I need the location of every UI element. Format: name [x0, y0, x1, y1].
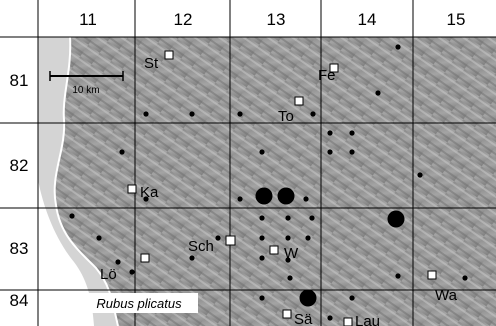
- record-dot: [349, 149, 354, 154]
- record-dot: [259, 215, 264, 220]
- town-marker: [128, 185, 136, 193]
- record-dot: [462, 275, 467, 280]
- row-label: 82: [10, 156, 29, 175]
- row-label: 81: [10, 71, 29, 90]
- place-label: Wa: [435, 287, 458, 304]
- record-dot: [395, 273, 400, 278]
- record-dot: [259, 255, 264, 260]
- record-dot: [69, 213, 74, 218]
- column-label: 12: [174, 10, 193, 29]
- place-label: Lö: [100, 266, 117, 283]
- place-label: St: [144, 55, 159, 72]
- place-label: Lau: [355, 313, 380, 326]
- record-dot: [115, 259, 120, 264]
- column-label: 15: [447, 10, 466, 29]
- town-marker: [344, 318, 352, 326]
- record-dot: [303, 196, 308, 201]
- record-dot: [189, 111, 194, 116]
- record-dot: [327, 130, 332, 135]
- column-label: 11: [79, 10, 97, 29]
- page: 11 12 13 14 15 81 82 83 84 10 km Rubus p…: [0, 0, 496, 326]
- place-label: Sä: [294, 311, 313, 326]
- species-label: Rubus plicatus: [96, 296, 182, 311]
- row-label: 84: [10, 291, 29, 310]
- map: 11 12 13 14 15 81 82 83 84 10 km Rubus p…: [0, 0, 496, 326]
- column-label: 13: [267, 10, 286, 29]
- record-dot: [259, 149, 264, 154]
- town-marker: [428, 271, 436, 279]
- record-dot: [349, 130, 354, 135]
- scale-label: 10 km: [72, 85, 99, 96]
- record-dot: [143, 111, 148, 116]
- record-dot-large: [256, 188, 273, 205]
- column-label: 14: [358, 10, 377, 29]
- record-dot: [375, 90, 380, 95]
- record-dot: [189, 255, 194, 260]
- record-dot: [285, 235, 290, 240]
- town-marker: [226, 236, 235, 245]
- place-label: Sch: [188, 238, 214, 255]
- town-marker: [270, 246, 278, 254]
- record-dot-large: [278, 188, 295, 205]
- place-label: Ka: [140, 184, 159, 201]
- record-dot: [309, 215, 314, 220]
- town-marker: [165, 51, 173, 59]
- record-dot: [129, 269, 134, 274]
- record-dot: [305, 235, 310, 240]
- record-dot: [96, 235, 101, 240]
- record-dot: [237, 111, 242, 116]
- town-marker: [283, 310, 291, 318]
- record-dot: [327, 149, 332, 154]
- record-dot-large: [388, 211, 405, 228]
- record-dot: [395, 44, 400, 49]
- record-dot: [310, 111, 315, 116]
- record-dot-large: [300, 290, 317, 307]
- record-dot: [327, 315, 332, 320]
- town-marker: [141, 254, 149, 262]
- record-dot: [237, 196, 242, 201]
- row-label: 83: [10, 239, 29, 258]
- record-dot: [285, 215, 290, 220]
- record-dot: [417, 172, 422, 177]
- record-dot: [287, 275, 292, 280]
- place-label: Fe: [318, 67, 336, 84]
- place-label: W: [284, 245, 299, 262]
- record-dot: [259, 235, 264, 240]
- place-label: To: [278, 108, 294, 125]
- record-dot: [349, 295, 354, 300]
- record-dot: [215, 235, 220, 240]
- record-dot: [119, 149, 124, 154]
- record-dot: [259, 295, 264, 300]
- town-marker: [295, 97, 303, 105]
- relief-area: [55, 37, 496, 326]
